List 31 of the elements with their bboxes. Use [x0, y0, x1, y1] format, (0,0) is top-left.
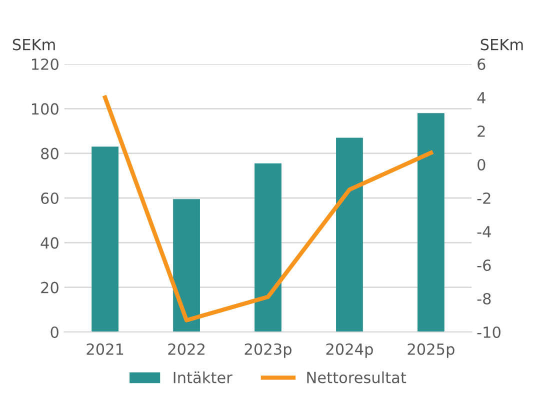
line-series: [102, 95, 434, 322]
y2-tick-label: -10: [477, 326, 500, 338]
y-axis-title: SEKm: [12, 38, 55, 50]
bar: [173, 199, 200, 332]
y-tick-label: 0: [50, 326, 58, 338]
y-tick-label: 80: [41, 148, 58, 160]
y-tick-label: 100: [32, 103, 58, 115]
y-tick-label: 40: [40, 237, 58, 249]
y2-tick-label: 2: [478, 125, 485, 137]
y2-tick-label: -4: [477, 226, 491, 238]
y2-tick-label: 0: [478, 158, 486, 171]
y2-tick-label: -2: [477, 192, 490, 204]
x-tick-label: 2025p: [408, 343, 454, 358]
x-tick-label: 2021: [86, 343, 124, 355]
x-tick-label: 2022: [168, 343, 204, 355]
legend-label: Nettoresultat: [307, 371, 406, 384]
y2-tick-label: 4: [477, 92, 486, 104]
y2-axis-title: SEKm: [480, 38, 523, 50]
bar: [92, 146, 118, 332]
y2-tick-label: 6: [478, 58, 486, 70]
bar: [418, 113, 444, 332]
x-tick-label: 2023p: [244, 343, 292, 358]
y-tick-label: 60: [41, 192, 58, 204]
bar: [336, 138, 363, 332]
y-tick-label: 120: [32, 58, 58, 70]
legend-label: Intäkter: [174, 371, 232, 384]
y2-tick-label: -8: [477, 292, 491, 305]
y2-tick-label: -6: [477, 259, 491, 272]
y-tick-label: 20: [41, 282, 58, 294]
x-tick-label: 2024p: [326, 343, 373, 358]
bar: [254, 163, 282, 332]
